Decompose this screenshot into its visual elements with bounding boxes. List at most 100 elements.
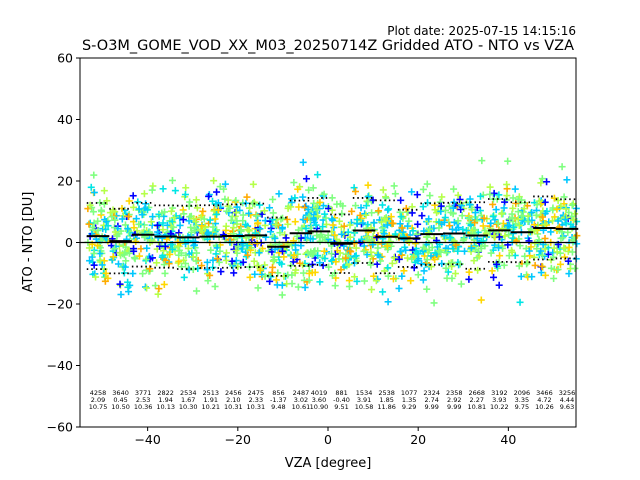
- scatter-point: [471, 209, 479, 217]
- scatter-point: [516, 242, 524, 250]
- scatter-point: [370, 272, 378, 280]
- bin-count-label: 2534: [180, 389, 197, 397]
- scatter-point: [292, 266, 300, 274]
- x-axis-label: VZA [degree]: [285, 456, 372, 471]
- scatter-point: [341, 231, 349, 239]
- scatter-point: [111, 228, 119, 236]
- bin-count-label: 3640: [112, 389, 129, 397]
- scatter-point: [85, 220, 93, 228]
- scatter-point: [568, 201, 576, 209]
- scatter-point: [325, 263, 333, 271]
- scatter-point: [234, 243, 242, 251]
- scatter-point: [130, 247, 138, 255]
- scatter-point: [311, 268, 319, 276]
- scatter-point: [100, 257, 108, 265]
- scatter-point: [94, 217, 102, 225]
- scatter-point: [443, 249, 451, 257]
- scatter-point: [372, 277, 380, 285]
- scatter-point: [511, 185, 519, 193]
- scatter-point: [213, 255, 221, 263]
- scatter-point: [565, 270, 573, 278]
- scatter-point: [362, 211, 370, 219]
- scatter-point: [346, 247, 354, 255]
- scatter-point: [409, 227, 417, 235]
- scatter-point: [328, 215, 336, 223]
- scatter-point: [554, 196, 562, 204]
- scatter-point: [525, 247, 533, 255]
- scatter-point: [397, 247, 405, 255]
- scatter-point: [209, 256, 217, 264]
- scatter-point: [203, 266, 211, 274]
- bin-count-label: 2358: [446, 389, 463, 397]
- scatter-point: [435, 247, 443, 255]
- scatter-point: [242, 221, 250, 229]
- plot-date: Plot date: 2025-07-15 14:15:16: [387, 24, 576, 38]
- scatter-point: [473, 203, 481, 211]
- x-tick-label: 40: [500, 432, 516, 447]
- scatter-point: [550, 274, 558, 282]
- scatter-point: [117, 291, 125, 299]
- scatter-point: [346, 221, 354, 229]
- scatter-point: [510, 223, 518, 231]
- scatter-point: [388, 219, 396, 227]
- scatter-point: [322, 220, 330, 228]
- scatter-point: [147, 218, 155, 226]
- scatter-point: [560, 193, 568, 201]
- scatter-point: [288, 280, 296, 288]
- bin-count-label: 1534: [356, 389, 373, 397]
- scatter-point: [278, 291, 286, 299]
- scatter-point: [528, 208, 536, 216]
- scatter-point: [331, 231, 339, 239]
- scatter-point: [541, 235, 549, 243]
- scatter-point: [295, 203, 303, 211]
- scatter-point: [420, 267, 428, 275]
- scatter-point: [571, 264, 579, 272]
- scatter-point: [431, 255, 439, 263]
- scatter-point: [242, 253, 250, 261]
- scatter-point: [179, 216, 187, 224]
- scatter-point: [256, 201, 264, 209]
- bin-count-label: 3466: [536, 389, 553, 397]
- scatter-point: [280, 253, 288, 261]
- scatter-point: [141, 283, 149, 291]
- scatter-point: [440, 218, 448, 226]
- bin-std-label: 10.31: [224, 403, 243, 411]
- scatter-point: [505, 221, 513, 229]
- scatter-point: [509, 194, 517, 202]
- scatter-point: [149, 213, 157, 221]
- scatter-point: [509, 214, 517, 222]
- scatter-point: [407, 277, 415, 285]
- scatter-point: [193, 204, 201, 212]
- scatter-point: [479, 222, 487, 230]
- scatter-point: [538, 251, 546, 259]
- scatter-point: [324, 231, 332, 239]
- scatter-point: [125, 213, 133, 221]
- scatter-point: [470, 235, 478, 243]
- scatter-point: [391, 190, 399, 198]
- scatter-point: [515, 222, 523, 230]
- scatter-point: [496, 252, 504, 260]
- bin-mean-label: 1.35: [402, 396, 416, 404]
- bin-mean-label: 4.72: [537, 396, 551, 404]
- scatter-point: [517, 272, 525, 280]
- scatter-point: [505, 231, 513, 239]
- scatter-point: [350, 273, 358, 281]
- scatter-point: [364, 198, 372, 206]
- scatter-point: [565, 243, 573, 251]
- scatter-point: [348, 207, 356, 215]
- scatter-point: [490, 273, 498, 281]
- scatter-point: [176, 221, 184, 229]
- scatter-point: [395, 284, 403, 292]
- scatter-point: [85, 244, 93, 252]
- scatter-point: [289, 258, 297, 266]
- scatter-point: [322, 214, 330, 222]
- scatter-point: [342, 254, 350, 262]
- bin-std-label: 10.31: [247, 403, 266, 411]
- scatter-point: [480, 214, 488, 222]
- scatter-point: [232, 209, 240, 217]
- scatter-point: [398, 272, 406, 280]
- scatter-point: [114, 260, 122, 268]
- scatter-point: [211, 215, 219, 223]
- scatter-point: [222, 249, 230, 257]
- scatter-point: [309, 184, 317, 192]
